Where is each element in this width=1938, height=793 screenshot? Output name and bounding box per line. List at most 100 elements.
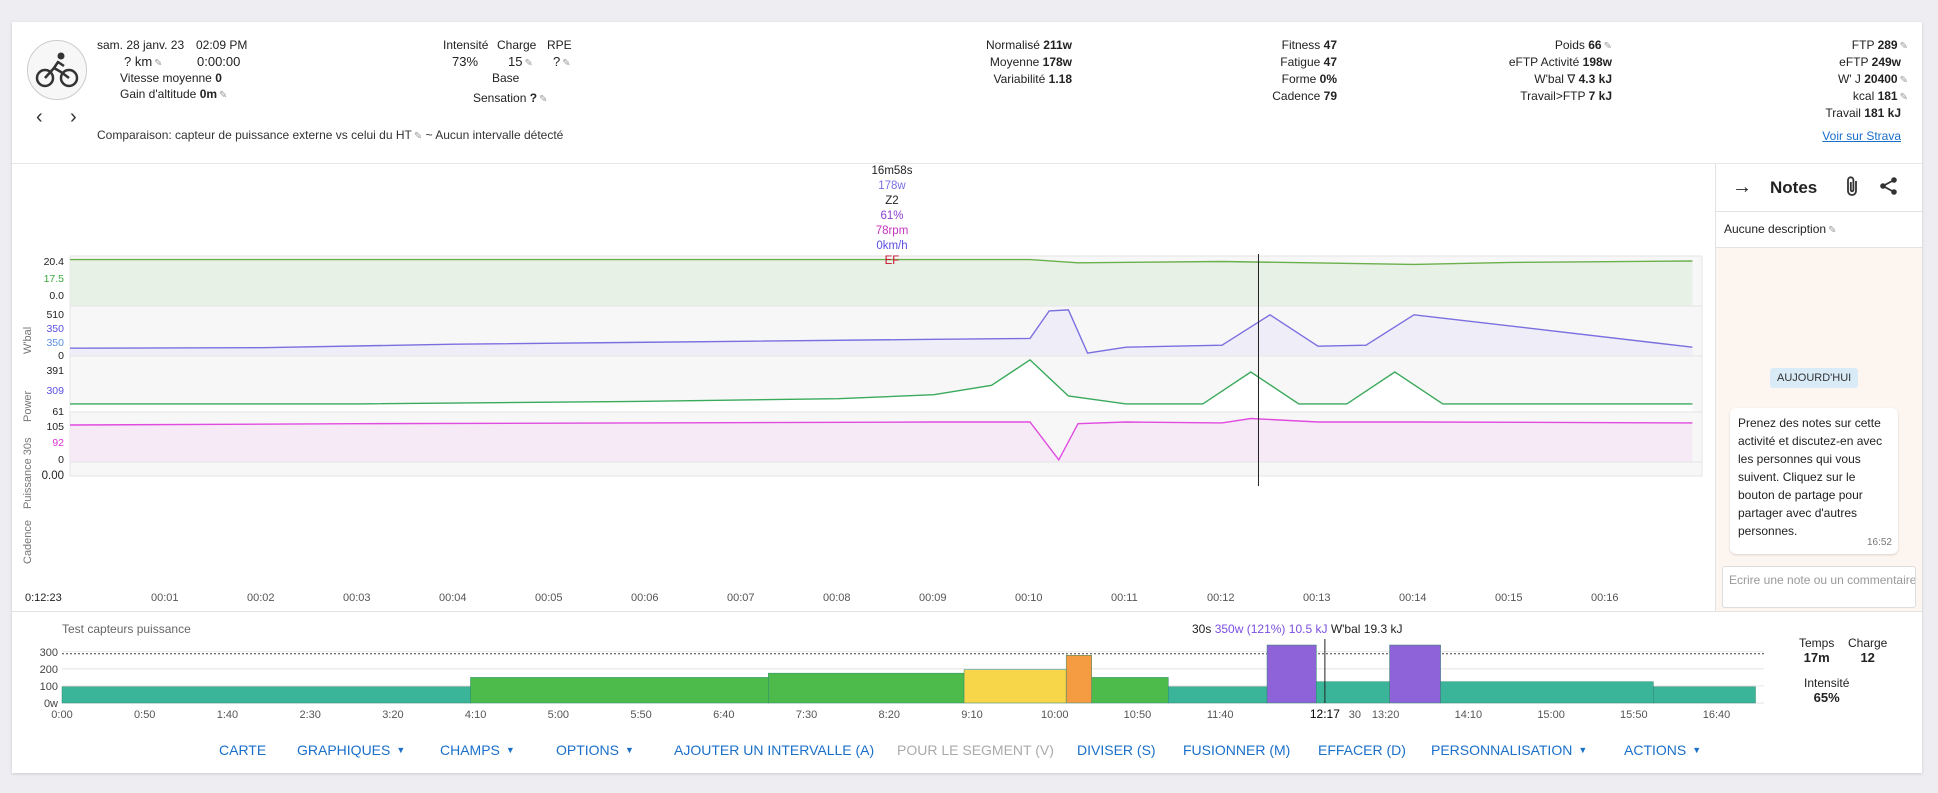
edit-pencil-icon[interactable]: ✎ bbox=[413, 131, 423, 142]
interval-xtick: 1:40 bbox=[217, 709, 238, 721]
note-message-text: Prenez des notes sur cette activité et d… bbox=[1738, 416, 1883, 538]
edit-pencil-icon[interactable]: ✎ bbox=[1899, 75, 1908, 86]
interval-xtick: 4:10 bbox=[465, 709, 486, 721]
wbal-tick-min: 0.0 bbox=[49, 290, 64, 302]
distance-value[interactable]: ? km ✎ bbox=[124, 54, 163, 69]
interval-ytick: 200 bbox=[40, 664, 58, 676]
wbal-marker: 17.5 bbox=[43, 273, 64, 285]
time-tick: 00:08 bbox=[823, 592, 851, 604]
note-input[interactable]: Ecrire une note ou un commentaire... bbox=[1722, 566, 1916, 608]
rpe-value[interactable]: ? ✎ bbox=[553, 54, 571, 69]
interval-xtick: 10:00 bbox=[1041, 709, 1069, 721]
interval-block[interactable] bbox=[1316, 681, 1390, 704]
edit-pencil-icon[interactable]: ✎ bbox=[562, 58, 571, 69]
chart-canvas[interactable] bbox=[12, 164, 1715, 611]
charts-button[interactable]: GRAPHIQUES ▼ bbox=[297, 742, 406, 758]
edit-pencil-icon[interactable]: ✎ bbox=[1899, 92, 1908, 103]
chart-panel-bg bbox=[69, 461, 1703, 477]
strava-link[interactable]: Voir sur Strava bbox=[1822, 129, 1901, 143]
notes-description[interactable]: Aucune description ✎ bbox=[1716, 212, 1922, 248]
next-activity-icon[interactable]: › bbox=[70, 106, 77, 128]
chart-tooltip: 16m58s 178w Z2 61% 78rpm 0km/h EF bbox=[842, 164, 942, 269]
intervals-chart[interactable]: 300 200 100 0w0:00 0:50 1:40 2:30 3:20 4:10 5:00 5… bbox=[12, 637, 1772, 732]
interval-block[interactable] bbox=[61, 686, 471, 704]
chart-series-line bbox=[69, 309, 1693, 354]
interval-xtick: 6:40 bbox=[713, 709, 734, 721]
interval-xtick: 12:17 bbox=[1310, 707, 1340, 721]
actions-button[interactable]: ACTIONS ▼ bbox=[1624, 742, 1702, 758]
chart-series-line bbox=[69, 417, 1693, 462]
interval-block[interactable] bbox=[1091, 677, 1169, 704]
interval-block[interactable] bbox=[1440, 681, 1654, 704]
wprime-row[interactable]: W' J 20400 ✎ bbox=[1837, 72, 1908, 86]
edit-pencil-icon[interactable]: ✎ bbox=[524, 58, 533, 69]
power-tick-min: 0 bbox=[58, 350, 64, 362]
edit-pencil-icon[interactable]: ✎ bbox=[1899, 41, 1908, 52]
share-icon[interactable] bbox=[1879, 176, 1899, 199]
edit-pencil-icon[interactable]: ✎ bbox=[219, 90, 228, 101]
edit-pencil-icon[interactable]: ✎ bbox=[1828, 225, 1837, 236]
interval-block[interactable] bbox=[1389, 644, 1441, 704]
intensity-value: 73% bbox=[452, 54, 479, 69]
comparison-row[interactable]: Comparaison: capteur de puissance extern… bbox=[97, 128, 564, 142]
feel-row[interactable]: Sensation ? ✎ bbox=[473, 91, 548, 105]
interval-duration: 30s bbox=[1192, 622, 1212, 636]
load-value[interactable]: 15 ✎ bbox=[508, 54, 533, 69]
notes-panel: → Notes Aucune description ✎ AUJOURD'HUI … bbox=[1715, 164, 1922, 611]
today-badge: AUJOURD'HUI bbox=[1770, 368, 1859, 388]
p30-marker: 309 bbox=[46, 385, 64, 397]
activity-header: ‹ › sam. 28 janv. 23 02:09 PM ? km ✎ 0:00… bbox=[12, 22, 1922, 164]
variability-row: Variabilité 1.18 bbox=[993, 72, 1072, 86]
interval-xtick: 0:00 bbox=[51, 709, 72, 721]
edit-pencil-icon[interactable]: ✎ bbox=[154, 58, 163, 69]
stat-intensity: Intensité 65% bbox=[1804, 676, 1849, 705]
interval-block[interactable] bbox=[470, 677, 769, 704]
caret-down-icon: ▼ bbox=[505, 745, 515, 755]
customize-button[interactable]: PERSONNALISATION ▼ bbox=[1431, 742, 1588, 758]
for-segment-button[interactable]: POUR LE SEGMENT (V) bbox=[897, 742, 1054, 758]
arrow-right-icon[interactable]: → bbox=[1732, 176, 1752, 198]
duration-value: 0:00:00 bbox=[197, 54, 241, 69]
merge-button[interactable]: FUSIONNER (M) bbox=[1183, 742, 1291, 758]
kcal-row[interactable]: kcal 181 ✎ bbox=[1852, 89, 1908, 103]
stat-time-value: 17m bbox=[1803, 650, 1830, 665]
map-button[interactable]: CARTE bbox=[219, 742, 267, 758]
interval-block[interactable] bbox=[1065, 654, 1092, 704]
notes-title: Notes bbox=[1770, 177, 1818, 197]
tooltip-zone: Z2 bbox=[885, 195, 899, 207]
options-button[interactable]: OPTIONS ▼ bbox=[556, 742, 634, 758]
interval-block[interactable] bbox=[963, 669, 1067, 704]
interval-xtick: 5:50 bbox=[630, 709, 651, 721]
intensity-label: Intensité bbox=[443, 38, 489, 52]
base-label: Base bbox=[492, 71, 520, 85]
cadence-tick-min: 0 bbox=[58, 454, 64, 466]
weight-row[interactable]: Poids 66 ✎ bbox=[1554, 38, 1612, 52]
normalized-row: Normalisé 211w bbox=[985, 38, 1072, 52]
interval-block[interactable] bbox=[768, 672, 965, 704]
rpe-label: RPE bbox=[547, 38, 572, 52]
cadence-axis-label: Cadence bbox=[22, 519, 34, 564]
chart-series-line bbox=[70, 258, 1693, 266]
interval-block[interactable] bbox=[1266, 644, 1317, 704]
ftp-row[interactable]: FTP 289 ✎ bbox=[1851, 38, 1908, 52]
interval-xtick: 10:50 bbox=[1124, 709, 1152, 721]
power-marker: 350 bbox=[46, 323, 64, 335]
fields-button[interactable]: CHAMPS ▼ bbox=[440, 742, 515, 758]
edit-pencil-icon[interactable]: ✎ bbox=[539, 94, 548, 105]
activity-date: sam. 28 janv. 23 bbox=[97, 38, 185, 52]
add-interval-button[interactable]: AJOUTER UN INTERVALLE (A) bbox=[674, 742, 875, 758]
activity-card: ‹ › sam. 28 janv. 23 02:09 PM ? km ✎ 0:00… bbox=[12, 22, 1922, 773]
p30-tick-min: 61 bbox=[52, 406, 64, 418]
delete-button[interactable]: EFFACER (D) bbox=[1318, 742, 1406, 758]
elevation-row[interactable]: Gain d'altitude 0m ✎ bbox=[120, 87, 228, 101]
intervals-section: Test capteurs puissance 30s 350w (121%) … bbox=[12, 611, 1922, 773]
split-button[interactable]: DIVISER (S) bbox=[1077, 742, 1156, 758]
interval-xtick: 8:20 bbox=[879, 709, 900, 721]
activity-chart[interactable]: 16m58s 178w Z2 61% 78rpm 0km/h EF W'bal … bbox=[12, 164, 1715, 611]
paperclip-icon[interactable] bbox=[1845, 175, 1859, 200]
previous-activity-icon[interactable]: ‹ bbox=[36, 106, 43, 128]
interval-block[interactable] bbox=[1653, 686, 1756, 704]
interval-block[interactable] bbox=[1168, 686, 1268, 704]
edit-pencil-icon[interactable]: ✎ bbox=[1603, 41, 1612, 52]
interval-ytick: 100 bbox=[40, 681, 58, 693]
